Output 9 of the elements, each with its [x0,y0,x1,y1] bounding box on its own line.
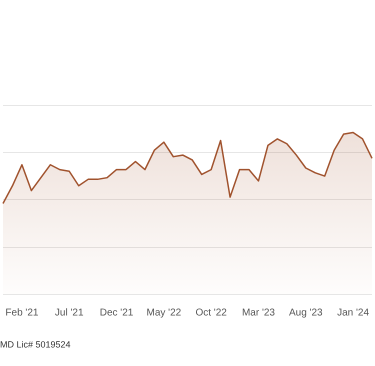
x-tick-label: Mar '23 [242,308,276,318]
x-tick-label: Aug '23 [288,308,324,318]
text: MD Lic# 5019524 [0,340,71,350]
x-tick-label: May '22 [146,308,182,318]
x-tick-label: Feb '21 [5,308,39,318]
x-tick-label: Jan '24 [337,308,370,318]
x-tick-label: Dec '21 [100,308,134,318]
x-tick-label: Jul '21 [54,308,84,318]
x-tick-label: Oct '22 [195,308,228,318]
